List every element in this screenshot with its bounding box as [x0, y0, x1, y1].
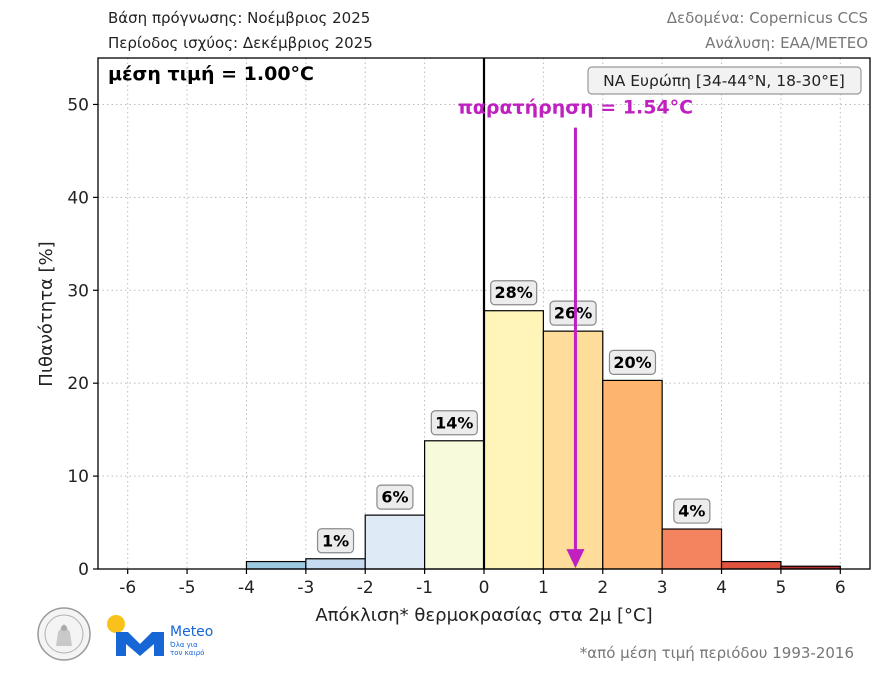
baseline-footnote: *από μέση τιμή περιόδου 1993-2016 [579, 644, 854, 662]
bar-value-label: 20% [613, 353, 651, 372]
bar-value-box [490, 280, 538, 306]
bar-value-box [608, 349, 657, 375]
bar-value-label: 26% [554, 304, 592, 323]
histogram-bar [245, 560, 307, 570]
x-tick-label: -2 [357, 578, 374, 598]
bar-value-label: 4% [678, 502, 705, 521]
x-tick-label: 3 [657, 578, 668, 598]
y-tick-label: 50 [67, 95, 89, 115]
x-tick-label: -4 [238, 578, 255, 598]
axis-ticks: -6 -5 -4 -3 -2 -1 0 1 2 3 4 5 6 0 10 20 30 40 50 [67, 95, 845, 598]
y-tick-label: 20 [67, 374, 89, 394]
bar-value-box [549, 300, 597, 326]
observation-marker: παρατήρηση = 1.54°C [458, 97, 693, 569]
y-tick-label: 40 [67, 188, 89, 208]
bar-value-label: 6% [381, 488, 408, 507]
x-tick-label: 6 [835, 578, 846, 598]
histogram-bar [364, 514, 426, 570]
bar-value-box [430, 410, 478, 436]
histogram-bar [661, 528, 723, 570]
y-tick-label: 0 [78, 560, 89, 580]
observation-arrowhead [566, 549, 585, 569]
observation-label: παρατήρηση = 1.54°C [458, 97, 693, 119]
data-source-label: Δεδομένα: Copernicus CCS [666, 9, 868, 27]
mean-value-label: μέση τιμή = 1.00°C [108, 63, 314, 85]
x-axis-label: Απόκλιση* θερμοκρασίας στα 2μ [°C] [315, 605, 652, 626]
x-tick-label: 2 [597, 578, 608, 598]
region-label: ΝΑ Ευρώπη [34-44°N, 18-30°E] [603, 72, 845, 90]
histogram-bar [305, 558, 366, 570]
x-tick-label: -1 [416, 578, 433, 598]
bar-value-box [673, 498, 711, 524]
histogram-bar [720, 560, 782, 570]
meteo-logo-icon [107, 615, 164, 656]
x-tick-label: -6 [119, 578, 136, 598]
meteo-brand-text: Meteo [170, 624, 213, 640]
bar-value-box [376, 484, 414, 510]
y-axis-label: Πιθανότητα [%] [36, 241, 57, 386]
histogram-bar [424, 440, 485, 570]
region-box-frame [587, 66, 862, 95]
bar-labels: 1% 6% 14% 28% 26% 20% 4% [316, 280, 711, 554]
histogram-bar [542, 330, 604, 570]
meteo-tagline-2: τον καιρό [170, 649, 204, 657]
probability-histogram: 1% 6% 14% 28% 26% 20% 4% παρατήρηση = 1.54°C μ… [36, 57, 871, 626]
validity-period-label: Περίοδος ισχύος: Δεκέμβριος 2025 [108, 34, 373, 52]
bar-value-label: 14% [435, 413, 473, 432]
histogram-bar [483, 310, 544, 570]
x-tick-label: 0 [479, 578, 490, 598]
observatory-seal-icon [37, 607, 91, 661]
x-tick-label: 5 [776, 578, 787, 598]
bar-value-label: 28% [495, 283, 533, 302]
bar-value-box [316, 528, 355, 554]
analysis-label: Ανάλυση: ΕΑΑ/METEO [705, 34, 868, 52]
meteo-tagline-1: Όλα για [169, 641, 198, 649]
region-box: ΝΑ Ευρώπη [34-44°N, 18-30°E] [587, 66, 862, 95]
y-tick-label: 30 [67, 281, 89, 301]
x-tick-label: 1 [538, 578, 549, 598]
x-tick-label: 4 [716, 578, 727, 598]
x-tick-label: -3 [297, 578, 314, 598]
histogram-bar [602, 379, 663, 570]
y-tick-label: 10 [67, 467, 89, 487]
forecast-base-label: Βάση πρόγνωσης: Νοέμβριος 2025 [108, 9, 371, 27]
bar-value-label: 1% [322, 531, 349, 550]
x-tick-label: -5 [179, 578, 196, 598]
logos: Meteo Όλα για τον καιρό [36, 604, 266, 664]
